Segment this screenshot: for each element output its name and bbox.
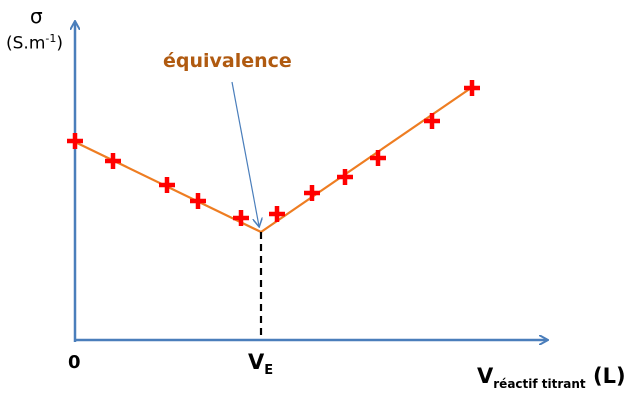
data-point-marker: [190, 193, 206, 209]
data-point-marker: [464, 80, 480, 96]
fit-line: [74, 87, 472, 234]
data-point-marker: [424, 113, 440, 129]
unit-exp: -1: [45, 32, 57, 45]
data-point-marker: [269, 206, 285, 222]
y-axis-label: σ: [30, 4, 43, 28]
annotation-arrow: [231, 81, 259, 226]
data-point-marker: [304, 185, 320, 201]
unit: (S.m: [6, 33, 46, 54]
data-point-marker: [233, 210, 249, 226]
data-point-marker: [337, 169, 353, 185]
y-axis-unit: (S.m-1): [6, 32, 63, 54]
annotation-label: équivalence: [163, 50, 292, 72]
ve-label: VE: [248, 350, 273, 378]
origin-label: 0: [68, 352, 81, 373]
ve-sub: E: [264, 363, 274, 379]
unit-close: ): [56, 33, 63, 54]
data-point-marker: [105, 153, 121, 169]
data-point-marker: [370, 150, 386, 166]
ve-main: V: [248, 350, 265, 374]
x-subscript: réactif titrant: [493, 377, 586, 392]
x-symbol: V: [477, 364, 494, 388]
data-point-marker: [67, 133, 83, 149]
data-point-marker: [159, 177, 175, 193]
x-unit: (L): [592, 364, 626, 388]
x-axis-label: Vréactif titrant (L): [477, 364, 626, 391]
